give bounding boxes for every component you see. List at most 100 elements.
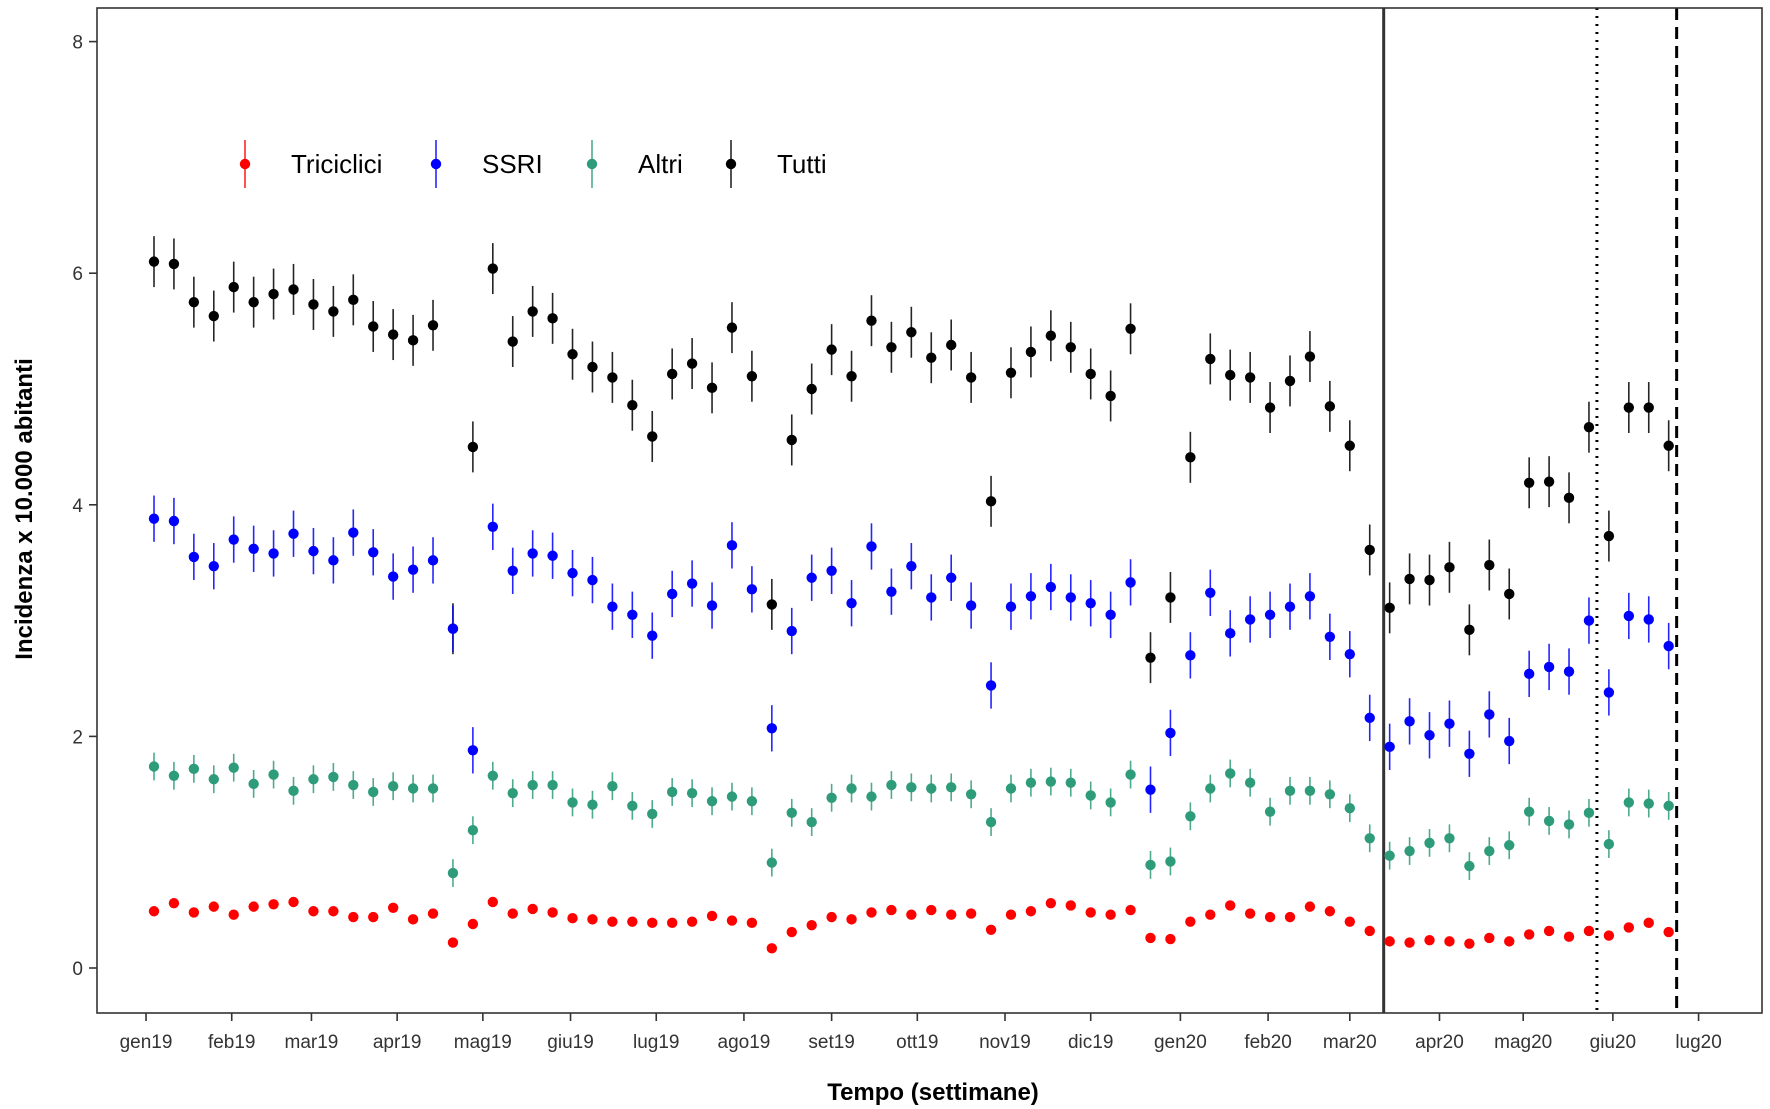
data-point — [507, 787, 518, 799]
data-point — [168, 515, 180, 527]
data-point — [487, 770, 499, 781]
data-point — [1324, 789, 1336, 800]
data-point — [1464, 860, 1475, 872]
data-point — [387, 780, 399, 792]
data-point — [1045, 581, 1057, 593]
data-point — [208, 774, 219, 785]
data-point — [647, 630, 658, 641]
data-point — [1045, 897, 1057, 909]
data-point — [726, 540, 738, 551]
data-point — [1025, 777, 1037, 788]
data-point — [965, 789, 977, 800]
x-tick-label: feb20 — [1244, 1032, 1292, 1053]
data-point — [228, 762, 239, 773]
data-point — [746, 371, 758, 382]
data-point — [686, 578, 698, 589]
data-point — [248, 901, 259, 912]
data-point — [1105, 909, 1116, 920]
data-point — [1065, 777, 1076, 788]
data-point — [188, 907, 200, 918]
axes-layer: 0 2 4 6 8 gen19 feb19 mar19 apr19 mag19 giu19 lug19… — [72, 7, 1763, 1053]
data-point — [607, 601, 618, 612]
data-point — [1145, 859, 1156, 871]
data-point — [1264, 806, 1276, 817]
data-point — [1404, 937, 1415, 948]
data-point — [926, 904, 937, 916]
x-tick-label: ott19 — [896, 1032, 938, 1053]
series-altri — [148, 752, 1674, 887]
data-point — [1523, 477, 1535, 488]
data-point — [746, 584, 758, 595]
data-point — [547, 779, 558, 791]
data-point — [447, 623, 459, 634]
data-point — [1085, 907, 1096, 918]
data-point — [726, 791, 738, 802]
data-point — [985, 924, 997, 935]
data-point — [1025, 906, 1037, 917]
data-point — [1344, 648, 1356, 660]
data-point — [1284, 785, 1296, 797]
data-point — [148, 256, 160, 267]
data-point — [946, 572, 957, 583]
data-point — [248, 778, 259, 790]
data-point — [1324, 906, 1336, 917]
legend-item-altri: Altri — [586, 140, 683, 188]
data-point — [1643, 402, 1654, 413]
data-point — [607, 916, 618, 927]
data-point — [906, 782, 917, 793]
data-point — [686, 916, 698, 927]
legend-label: Triciclici — [291, 149, 382, 179]
y-tick-label: 2 — [72, 727, 83, 748]
data-point — [766, 723, 778, 734]
data-point — [985, 680, 997, 691]
data-point — [387, 571, 399, 582]
legend-item-tutti: Tutti — [725, 140, 827, 188]
data-point — [965, 372, 977, 383]
x-tick-label: nov19 — [979, 1032, 1031, 1053]
data-point — [1244, 908, 1256, 919]
data-point — [368, 547, 379, 558]
x-tick-label: lug20 — [1675, 1032, 1722, 1053]
data-point — [328, 906, 339, 917]
data-point — [627, 916, 638, 927]
data-point — [168, 770, 180, 781]
data-point — [866, 791, 877, 802]
data-point — [1444, 718, 1455, 729]
data-point — [666, 917, 678, 929]
data-point — [1025, 346, 1037, 358]
data-point — [1663, 800, 1674, 812]
data-point — [666, 786, 678, 798]
data-point — [1244, 777, 1256, 788]
data-point — [1065, 592, 1076, 603]
data-point — [1225, 628, 1236, 639]
data-point — [886, 586, 897, 597]
data-point — [686, 787, 698, 799]
data-point — [946, 782, 957, 793]
data-point — [866, 541, 877, 552]
data-point — [1364, 833, 1375, 844]
data-point — [1304, 351, 1316, 362]
data-point — [1663, 640, 1674, 652]
data-point — [627, 609, 638, 621]
data-point — [1344, 440, 1356, 451]
data-point — [746, 796, 758, 807]
data-point — [1603, 930, 1615, 941]
data-point — [766, 857, 778, 868]
data-point — [447, 867, 459, 879]
data-point — [1205, 783, 1216, 794]
data-point — [666, 368, 678, 380]
data-point — [587, 799, 598, 810]
data-point — [467, 918, 479, 930]
data-point — [1364, 544, 1375, 556]
data-point — [886, 342, 897, 353]
data-point — [1105, 609, 1116, 621]
data-point — [946, 339, 957, 351]
legend-key-point — [430, 158, 442, 170]
data-point — [527, 548, 538, 559]
x-tick-label: mar19 — [285, 1032, 339, 1053]
data-point — [726, 322, 738, 333]
data-point — [1304, 785, 1316, 797]
data-point — [1623, 402, 1635, 413]
data-point — [507, 336, 518, 347]
